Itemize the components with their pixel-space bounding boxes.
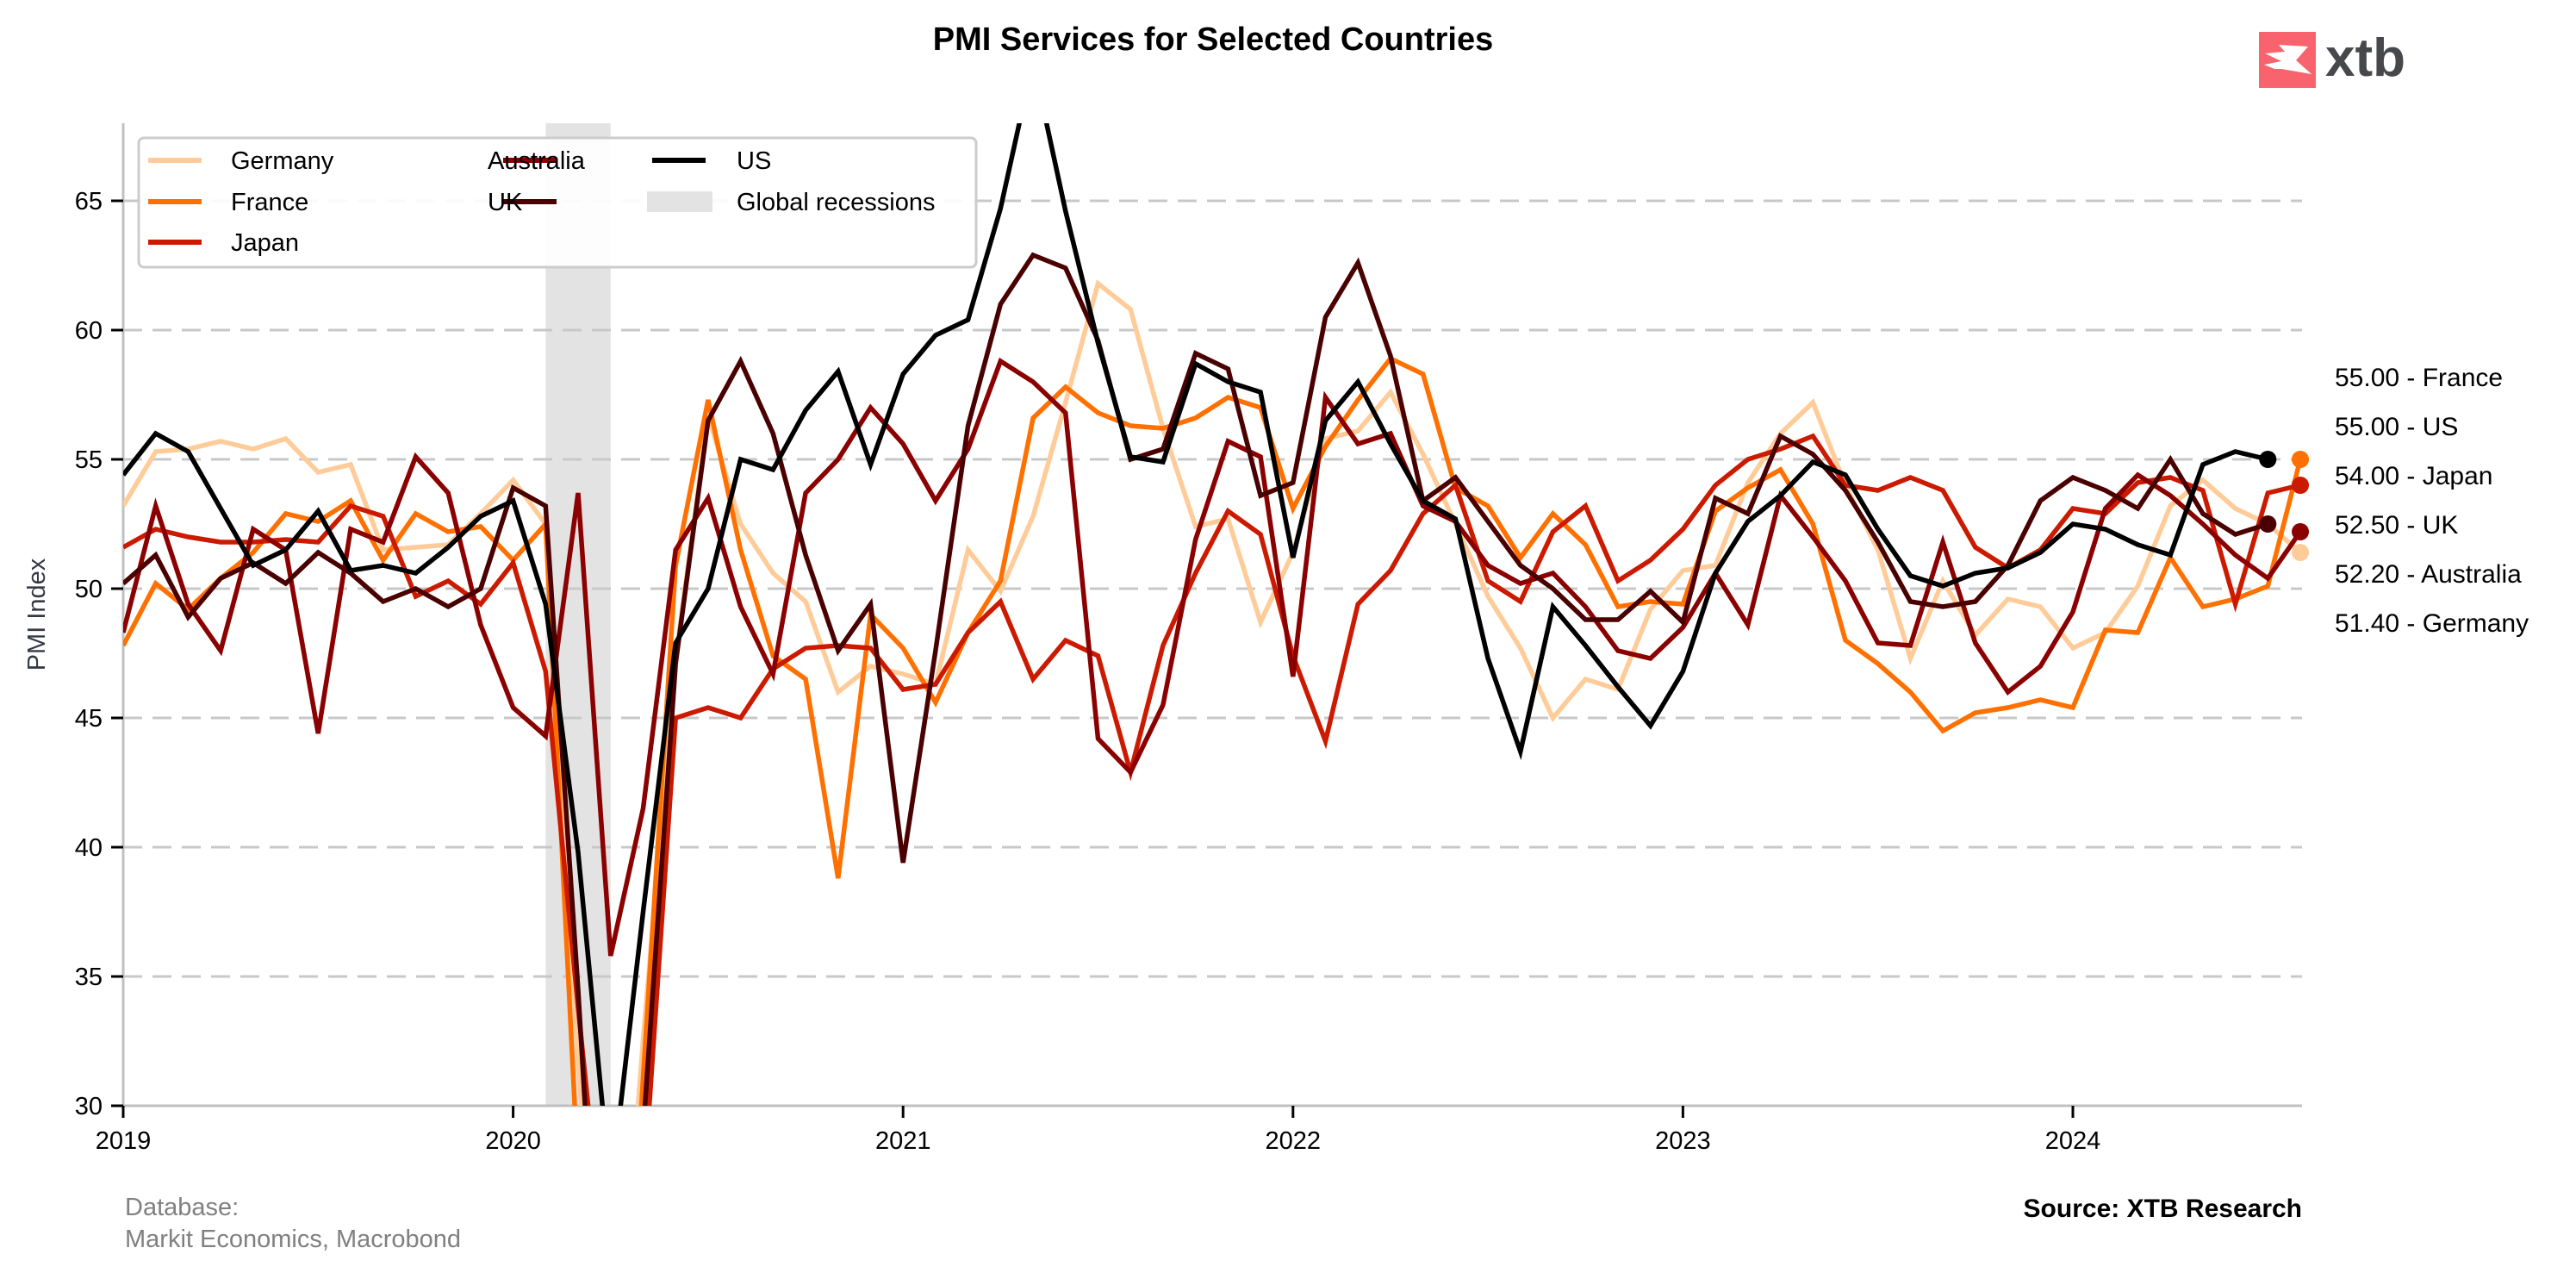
end-marker-japan — [2292, 477, 2310, 494]
end-value-label: 55.00 - France — [2335, 364, 2503, 392]
y-tick-label: 65 — [75, 188, 103, 215]
series-line-australia — [123, 357, 2303, 957]
legend-label: US — [737, 147, 771, 175]
legend-label: UK — [488, 189, 523, 216]
y-tick-label: 55 — [75, 446, 103, 474]
y-tick-label: 30 — [75, 1093, 103, 1120]
end-marker-uk — [2259, 515, 2277, 533]
legend-label: France — [231, 189, 308, 216]
x-tick-label: 2022 — [1266, 1127, 1322, 1155]
end-marker-us — [2259, 451, 2277, 468]
end-marker-france — [2292, 451, 2310, 468]
series-line-japan — [123, 433, 2301, 1106]
end-marker-germany — [2292, 544, 2310, 561]
y-tick-label: 50 — [75, 576, 103, 603]
legend-label: Global recessions — [737, 189, 936, 216]
recession-shading — [545, 123, 611, 1106]
x-tick-label: 2024 — [2045, 1127, 2101, 1155]
series-lines — [123, 123, 2303, 1106]
series-line-us — [123, 123, 2268, 1106]
legend-item-uk: UK — [488, 189, 557, 216]
y-tick-label: 35 — [75, 964, 103, 991]
legend: Germany France Japan Australia UK US Global re… — [137, 136, 978, 269]
legend-label: Japan — [231, 229, 299, 257]
end-value-labels: 55.00 - France 55.00 - US 54.00 - Japan 52.… — [2335, 364, 2529, 638]
end-marker-australia — [2292, 523, 2310, 540]
xtb-logo-text: xtb — [2325, 28, 2405, 88]
x-tick-label: 2020 — [485, 1127, 541, 1155]
end-value-label: 54.00 - Japan — [2335, 462, 2492, 490]
legend-swatch — [647, 191, 712, 212]
series-line-germany — [123, 279, 2302, 1106]
x-tick-label: 2019 — [96, 1127, 152, 1155]
end-value-label: 52.20 - Australia — [2335, 560, 2522, 589]
x-tick-label: 2023 — [1655, 1127, 1711, 1155]
legend-item-germany: Germany — [148, 147, 334, 175]
y-axis-label: PMI Index — [23, 558, 51, 671]
end-markers — [2259, 451, 2310, 561]
legend-frame — [137, 136, 978, 269]
y-ticks: 30 35 40 45 50 55 60 65 — [75, 188, 123, 1120]
database-label: Database: — [125, 1194, 239, 1221]
series-line-france — [123, 355, 2303, 1106]
y-tick-label: 45 — [75, 705, 103, 733]
recession-band — [545, 123, 611, 1106]
x-ticks: 2019 2020 2021 2022 2023 2024 — [96, 1106, 2101, 1155]
legend-item-france: France — [148, 189, 308, 216]
legend-item-australia: Australia — [488, 147, 586, 175]
end-value-label: 51.40 - Germany — [2335, 609, 2529, 638]
axes — [121, 123, 2302, 1107]
gridlines — [123, 199, 2302, 1107]
y-tick-label: 60 — [75, 317, 103, 345]
chart-title: PMI Services for Selected Countries — [933, 22, 1493, 58]
legend-item-japan: Japan — [148, 229, 299, 257]
database-sources: Markit Economics, Macrobond — [125, 1226, 461, 1253]
legend-label: Germany — [231, 147, 334, 175]
y-tick-label: 40 — [75, 834, 103, 862]
source-label: Source: XTB Research — [2024, 1195, 2302, 1223]
legend-item-us: US — [652, 147, 771, 175]
xtb-logo: xtb — [2259, 28, 2405, 88]
end-value-label: 55.00 - US — [2335, 413, 2458, 441]
end-value-label: 52.50 - UK — [2335, 511, 2458, 540]
series-line-uk — [123, 252, 2269, 1106]
x-tick-label: 2021 — [875, 1127, 931, 1155]
legend-label: Australia — [488, 147, 586, 175]
legend-item-global-recessions: Global recessions — [647, 189, 936, 216]
xtb-logo-x-icon — [2264, 45, 2312, 74]
